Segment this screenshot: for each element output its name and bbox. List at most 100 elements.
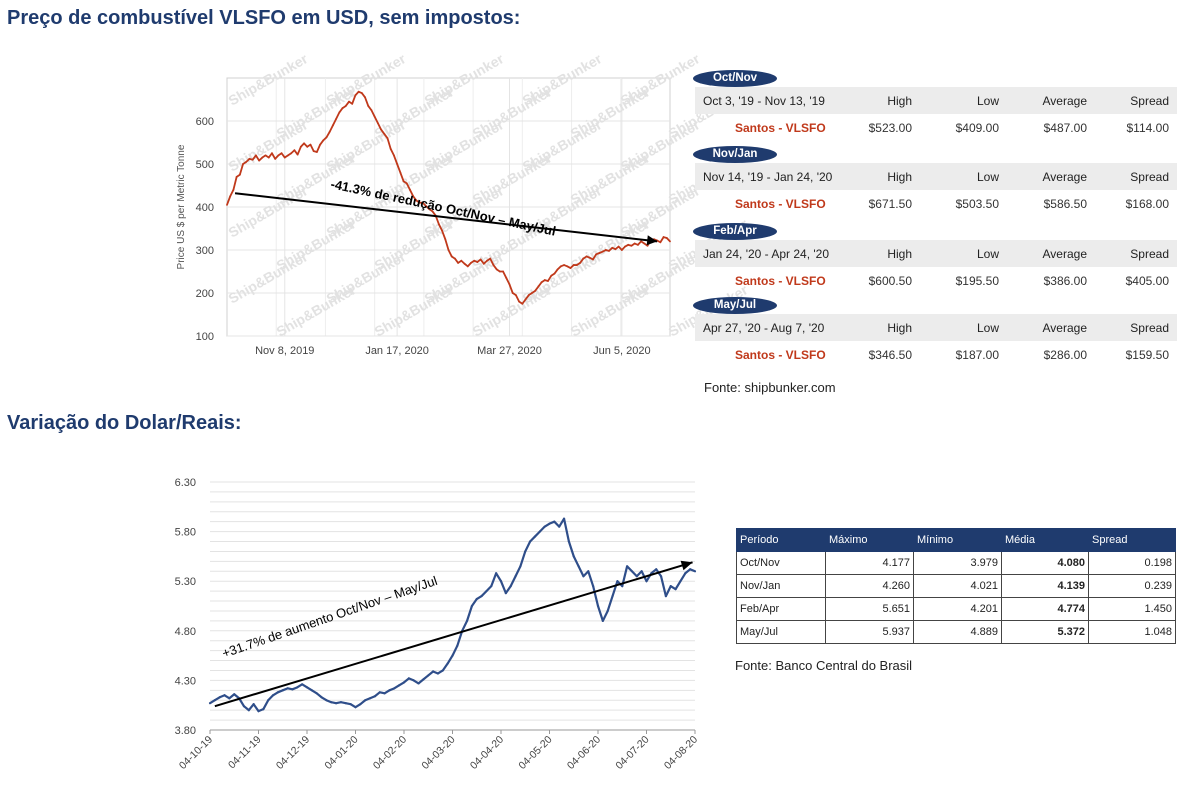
price-line-segment (296, 145, 302, 156)
rate-line-segment (470, 597, 478, 608)
rate-line-segment (606, 594, 614, 613)
price-line-segment (441, 229, 447, 241)
location-label: Santos - VLSFO (735, 197, 826, 211)
rate-line-segment (587, 570, 595, 588)
fx-cell-min: 4.201 (913, 597, 1002, 621)
x-tick-label: 04-03-20 (419, 734, 457, 772)
period-value-row: Santos - VLSFO $346.50 $187.00 $286.00 $159.… (695, 341, 1177, 367)
rate-line-segment (465, 604, 473, 622)
value-high: $671.50 (868, 197, 912, 211)
price-line-segment (592, 253, 598, 261)
fx-cell-max: 5.937 (825, 620, 914, 644)
rate-line-segment (533, 530, 541, 538)
period-value-row: Santos - VLSFO $671.50 $503.50 $586.50 $168.… (695, 190, 1177, 216)
value-average: $487.00 (1043, 121, 1087, 135)
price-line-segment (437, 223, 443, 232)
fx-heading: Variação do Dolar/Reais: (7, 412, 242, 434)
location-label: Santos - VLSFO (735, 348, 826, 362)
fx-cell-mean: 4.774 (1001, 597, 1089, 621)
fx-cell-mean: 4.139 (1001, 574, 1089, 598)
value-average: $386.00 (1043, 274, 1087, 288)
value-low: $187.00 (955, 348, 999, 362)
fx-table-row: Feb/Apr 5.651 4.201 4.774 1.450 (736, 597, 1176, 621)
value-spread: $159.50 (1125, 348, 1169, 362)
fx-summary-table: Período Máximo Mínimo Média Spread Oct/N… (736, 528, 1176, 644)
trend-arrow-head (680, 560, 693, 571)
value-spread: $168.00 (1125, 197, 1169, 211)
fx-cell-max: 5.651 (825, 597, 914, 621)
rate-line-segment (495, 572, 503, 583)
price-line-segment (396, 163, 402, 174)
rate-line-segment (592, 585, 600, 608)
x-tick-label: 04-10-19 (177, 734, 215, 772)
rate-line-segment (451, 644, 459, 657)
value-average: $286.00 (1043, 348, 1087, 362)
x-tick-label: 04-08-20 (662, 734, 700, 772)
period-range: Jan 24, '20 - Apr 24, '20 (703, 247, 829, 261)
trend-arrow-head (646, 235, 658, 246)
col-low: Low (976, 170, 999, 184)
fx-col-spread: Spread (1088, 528, 1176, 552)
rate-line-segment (679, 572, 687, 583)
fx-col-max: Máximo (825, 528, 914, 552)
col-spread: Spread (1130, 321, 1169, 335)
rate-line-segment (499, 580, 507, 595)
price-line-segment (373, 115, 379, 125)
value-high: $346.50 (868, 348, 912, 362)
x-tick-label: 04-04-20 (468, 734, 506, 772)
price-line-segment (229, 188, 235, 198)
rate-line-segment (267, 694, 275, 702)
price-line-segment (328, 124, 334, 133)
x-tick-label: Mar 27, 2020 (477, 345, 542, 357)
price-line-segment (393, 154, 399, 165)
fx-cell-period: Nov/Jan (736, 574, 826, 598)
period-range: Apr 27, '20 - Aug 7, '20 (703, 321, 825, 335)
rate-line-segment (567, 540, 575, 558)
rate-line-segment (659, 575, 667, 598)
fx-cell-max: 4.260 (825, 574, 914, 598)
col-average: Average (1042, 94, 1087, 108)
fx-cell-min: 3.979 (913, 551, 1002, 575)
rate-line-segment (630, 570, 638, 578)
rate-line-segment (456, 629, 464, 647)
value-spread: $405.00 (1125, 274, 1169, 288)
col-average: Average (1042, 247, 1087, 261)
fx-cell-spread: 1.450 (1088, 597, 1176, 621)
price-line-segment (376, 122, 382, 131)
col-high: High (887, 94, 912, 108)
price-line-segment (409, 188, 415, 198)
y-axis-label: Price US $ per Metric Tonne (176, 144, 187, 269)
x-tick-label: 04-05-20 (516, 734, 554, 772)
trend-arrow-line (214, 561, 693, 708)
period-value-row: Santos - VLSFO $523.00 $409.00 $487.00 $114.… (695, 114, 1177, 140)
period-tag: Feb/Apr (693, 223, 777, 240)
fx-cell-period: Oct/Nov (736, 551, 826, 575)
fx-cell-min: 4.889 (913, 620, 1002, 644)
period-header-row: Nov 14, '19 - Jan 24, '20 High Low Average S… (695, 163, 1177, 190)
location-label: Santos - VLSFO (735, 121, 826, 135)
vlsfo-source: Fonte: shipbunker.com (704, 380, 836, 395)
col-spread: Spread (1130, 94, 1169, 108)
rate-line-segment (524, 540, 532, 553)
rate-line-segment (529, 535, 537, 543)
price-line-segment (364, 96, 370, 107)
fx-col-period: Período (736, 528, 826, 552)
col-low: Low (976, 247, 999, 261)
y-tick-label: 4.30 (175, 675, 196, 687)
fx-cell-period: May/Jul (736, 620, 826, 644)
price-line-segment (502, 270, 508, 279)
fx-table-row: Oct/Nov 4.177 3.979 4.080 0.198 (736, 551, 1176, 575)
y-tick-label: 500 (196, 159, 214, 171)
rate-line-segment (446, 654, 454, 665)
rate-line-segment (519, 550, 527, 568)
value-low: $409.00 (955, 121, 999, 135)
fx-col-min: Mínimo (913, 528, 1002, 552)
rate-line-segment (480, 590, 488, 598)
value-spread: $114.00 (1126, 121, 1170, 135)
y-tick-label: 3.80 (175, 725, 196, 737)
period-tag: Nov/Jan (693, 146, 777, 163)
y-tick-label: 400 (196, 202, 214, 214)
col-high: High (887, 170, 912, 184)
col-low: Low (976, 94, 999, 108)
trend-arrow-line (234, 192, 658, 243)
